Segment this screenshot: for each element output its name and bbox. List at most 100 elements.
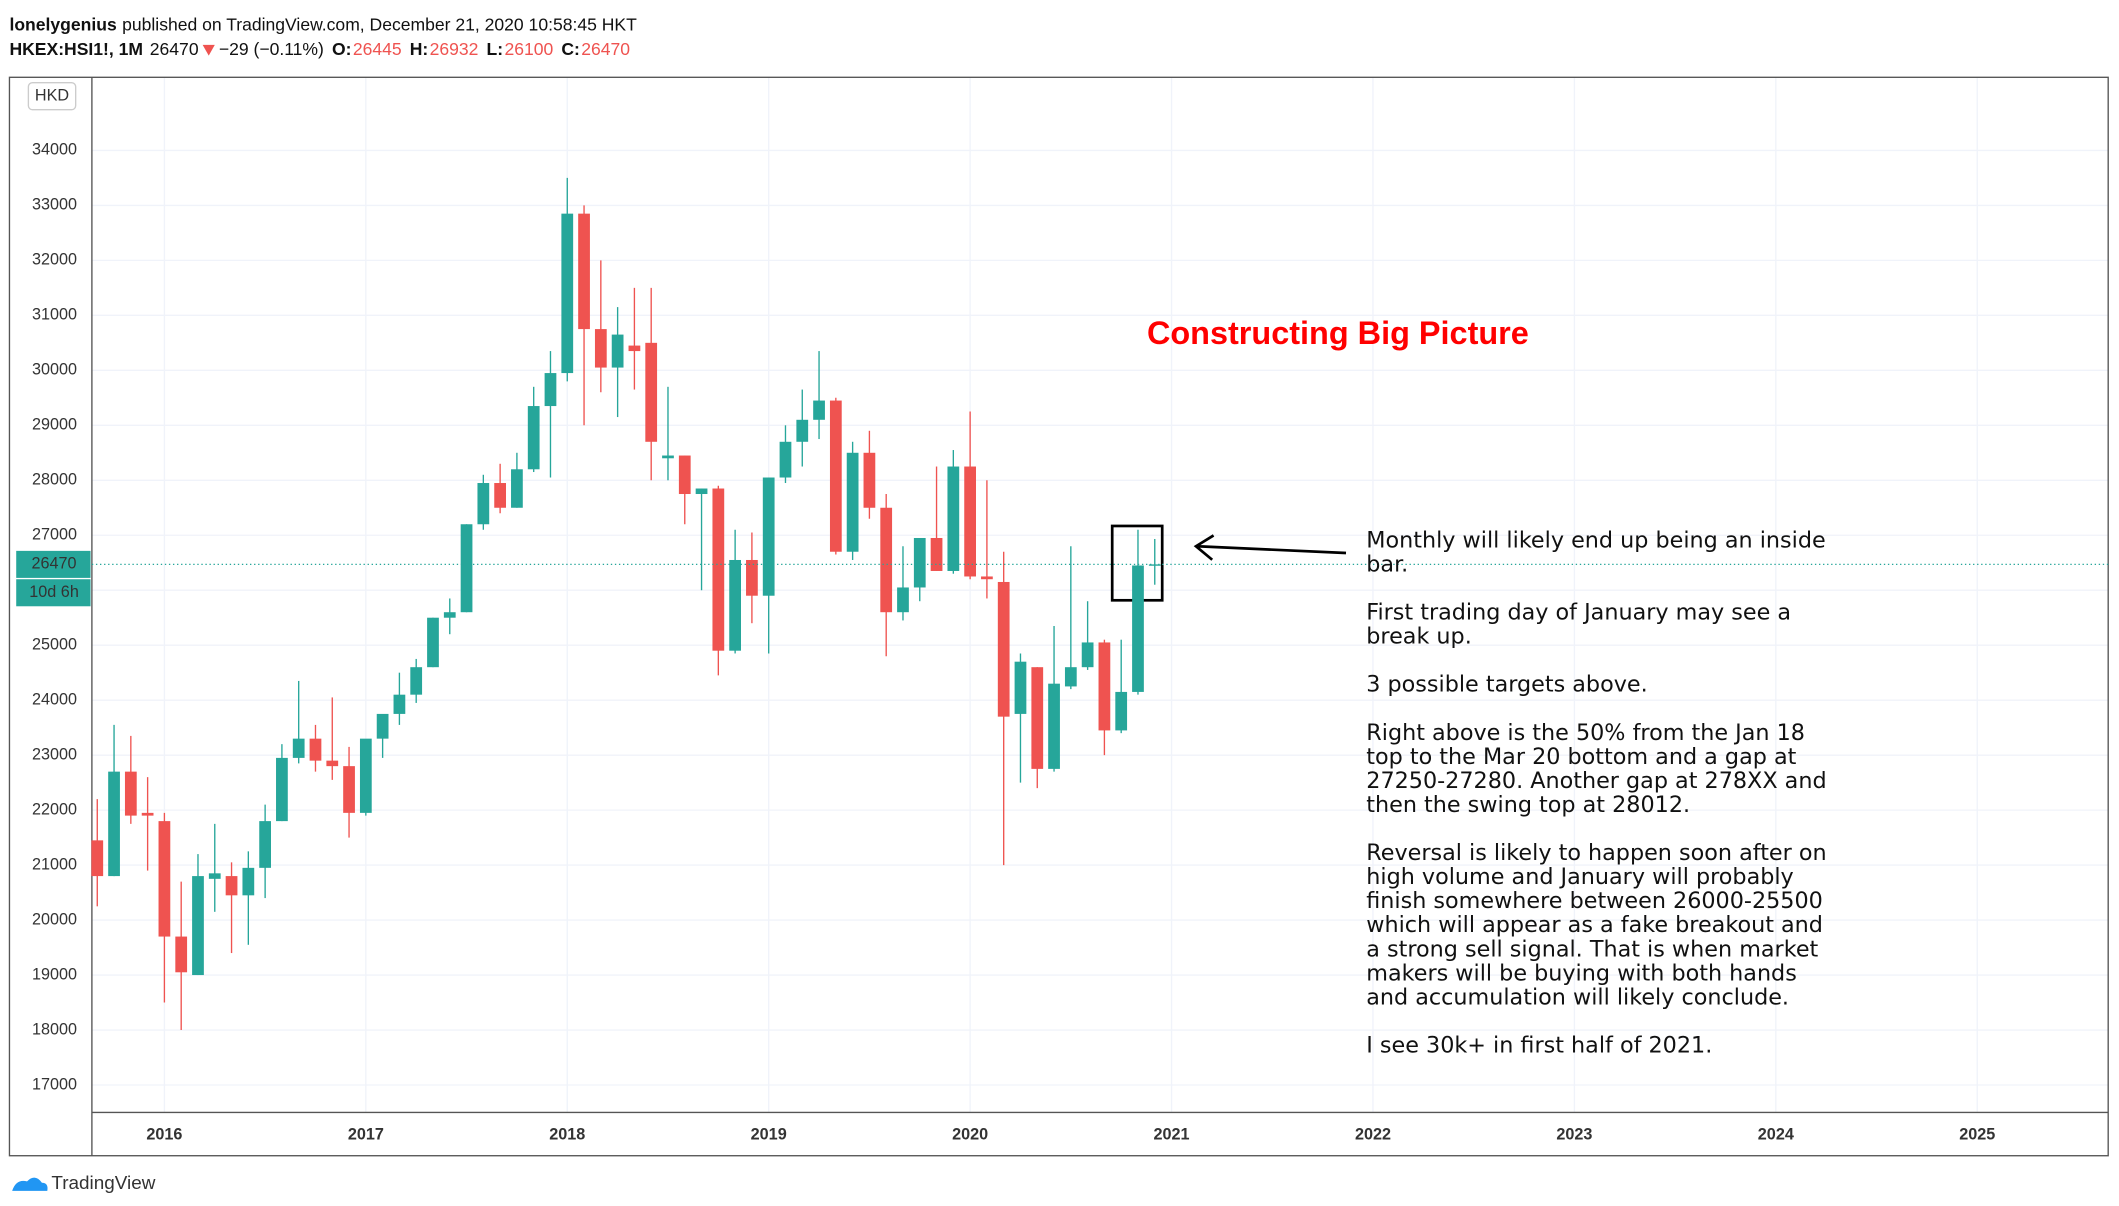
y-tick-label: 30000 (32, 361, 77, 379)
candle-body (628, 345, 641, 352)
annotation-line: 3 possible targets above. (1366, 672, 1647, 698)
candle-body (309, 738, 322, 761)
candle-body (343, 766, 355, 813)
candle-body (460, 524, 473, 613)
candle-body (863, 452, 876, 508)
grid (91, 77, 2109, 1113)
author: lonelygenius (9, 15, 116, 35)
x-tick-label: 2025 (1959, 1126, 1995, 1144)
candle-body (124, 771, 137, 816)
x-tick-label: 2017 (348, 1126, 384, 1144)
y-tick-label: 28000 (32, 471, 77, 489)
candle-body (712, 488, 725, 651)
candle-body (376, 713, 389, 739)
candle-body (326, 760, 339, 767)
currency-badge (27, 82, 77, 111)
candle-body (158, 821, 171, 937)
annotation-line: a strong sell signal. That is when marke… (1366, 936, 1818, 962)
candle-body (746, 559, 758, 596)
candle-body (141, 812, 154, 816)
candle-body (427, 617, 439, 668)
candle-body (813, 400, 825, 420)
candle-body (91, 840, 104, 877)
candle-body (645, 342, 658, 442)
candle-body (108, 771, 120, 877)
candle-body (259, 821, 271, 868)
candle-body (1064, 667, 1077, 687)
candle-body (594, 329, 607, 368)
x-tick-label: 2018 (549, 1126, 585, 1144)
x-tick-label: 2019 (751, 1126, 787, 1144)
y-tick-label: 18000 (32, 1020, 77, 1038)
chart-title: Constructing Big Picture (1147, 315, 1529, 351)
countdown: 10d 6h (29, 583, 79, 601)
candle-body (1031, 667, 1044, 769)
annotation-line: and accumulation will likely conclude. (1366, 984, 1789, 1010)
y-tick-label: 31000 (32, 306, 77, 324)
last-price-badge (16, 550, 91, 578)
logo-icon (12, 1177, 48, 1191)
candle-body (393, 694, 406, 714)
y-tick-label: 25000 (32, 635, 77, 653)
annotation-line: Right above is the 50% from the Jan 18 (1366, 720, 1805, 746)
y-tick-label: 17000 (32, 1075, 77, 1093)
candle-body (796, 419, 809, 442)
candle-body (981, 576, 993, 580)
published: published on TradingView.com, December 2… (122, 15, 637, 35)
x-tick-label: 2021 (1154, 1126, 1190, 1144)
candle-body (544, 373, 557, 407)
candle-body (880, 507, 893, 613)
ohlc-label: O: (332, 39, 352, 59)
candle-body (292, 738, 305, 758)
currency: HKD (35, 87, 69, 105)
annotation-line: high volume and January will probably (1366, 864, 1793, 890)
y-tick-label: 29000 (32, 416, 77, 434)
x-tick-label: 2023 (1556, 1126, 1592, 1144)
candle-body (846, 452, 859, 552)
candle-body (175, 936, 188, 973)
y-tick-label: 33000 (32, 196, 77, 214)
annotation-line: 27250-27280. Another gap at 278XX and (1366, 768, 1826, 794)
y-tick-label: 24000 (32, 690, 77, 708)
y-tick-label: 32000 (32, 251, 77, 269)
annotation-line: I see 30k+ in first half of 2021. (1366, 1032, 1712, 1058)
annotation-line: makers will be buying with both hands (1366, 960, 1797, 986)
candle-body (511, 469, 523, 508)
candle-body (359, 738, 372, 813)
candle-body (678, 455, 691, 495)
ohlc-value: 26100 (504, 39, 553, 59)
x-tick-label: 2022 (1355, 1126, 1391, 1144)
candle-body (729, 559, 741, 651)
candle-body (611, 334, 624, 368)
countdown-badge (16, 579, 91, 607)
y-tick-label: 23000 (32, 745, 77, 763)
ohlc-label: L: (487, 39, 504, 59)
candle-body (1098, 642, 1111, 731)
candle-body (410, 667, 423, 695)
annotation-line: break up. (1366, 624, 1472, 650)
change: −29 (−0.11%) (219, 39, 324, 59)
candle-body (276, 757, 288, 822)
candle-body (997, 581, 1010, 717)
annotation-line: which will appear as a fake breakout and (1366, 912, 1823, 938)
candle-body (662, 455, 674, 459)
candle-body (695, 488, 708, 495)
candle-body (225, 876, 238, 896)
ohlc-value: 26470 (581, 39, 630, 59)
candle-body (561, 213, 574, 374)
annotation-line: First trading day of January may see a (1366, 600, 1791, 626)
candle-body (527, 406, 540, 470)
annotation-line: then the swing top at 28012. (1366, 792, 1690, 818)
ohlc-value: 26932 (430, 39, 479, 59)
candle-body (578, 213, 590, 330)
candle-body (897, 587, 909, 613)
candle-body (1014, 661, 1027, 714)
y-tick-label: 20000 (32, 910, 77, 928)
candle-body (913, 537, 926, 588)
ohlc-label: C: (561, 39, 580, 59)
annotation-line: bar. (1366, 551, 1408, 577)
last-price-label: 26470 (32, 555, 77, 573)
y-tick-label: 22000 (32, 800, 77, 818)
annotation-line: Monthly will likely end up being an insi… (1366, 527, 1825, 553)
